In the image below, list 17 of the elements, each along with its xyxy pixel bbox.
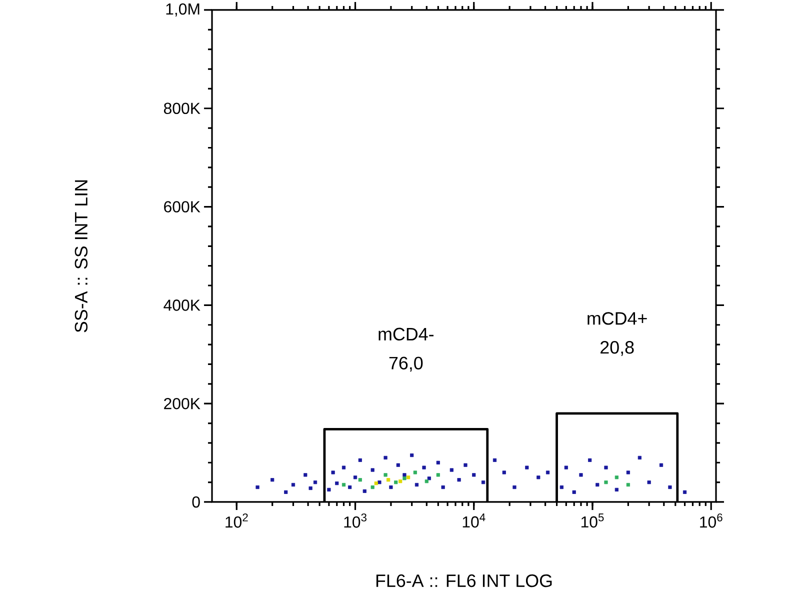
x-tick-label: 10$^{2}$ — [226, 513, 248, 528]
annotation: 20,8 — [600, 341, 634, 356]
y-tick-label: 0 — [192, 496, 200, 508]
x-axis-title: FL6-A :: FL6 INT LOG — [376, 574, 552, 588]
x-tick-label: 10$^{4}$ — [462, 514, 486, 528]
x-tick-label: 10$^{5}$ — [581, 514, 604, 528]
x-tick-label: 10$^{3}$ — [344, 513, 366, 528]
x-tick-label: 10$^{6}$ — [700, 513, 722, 528]
y-tick-label: 800K — [164, 102, 200, 114]
annotation: 76,0 — [389, 356, 423, 372]
y-tick-label: 1,0M — [166, 3, 200, 17]
y-axis-title: SS-A :: SS INT LIN — [74, 180, 88, 332]
annotation: mCD4- — [378, 328, 434, 341]
y-tick-label: 400K — [164, 300, 200, 311]
annotation: mCD4+ — [588, 312, 647, 325]
y-tick-label: 200K — [164, 398, 200, 410]
y-tick-label: 600K — [164, 201, 200, 212]
